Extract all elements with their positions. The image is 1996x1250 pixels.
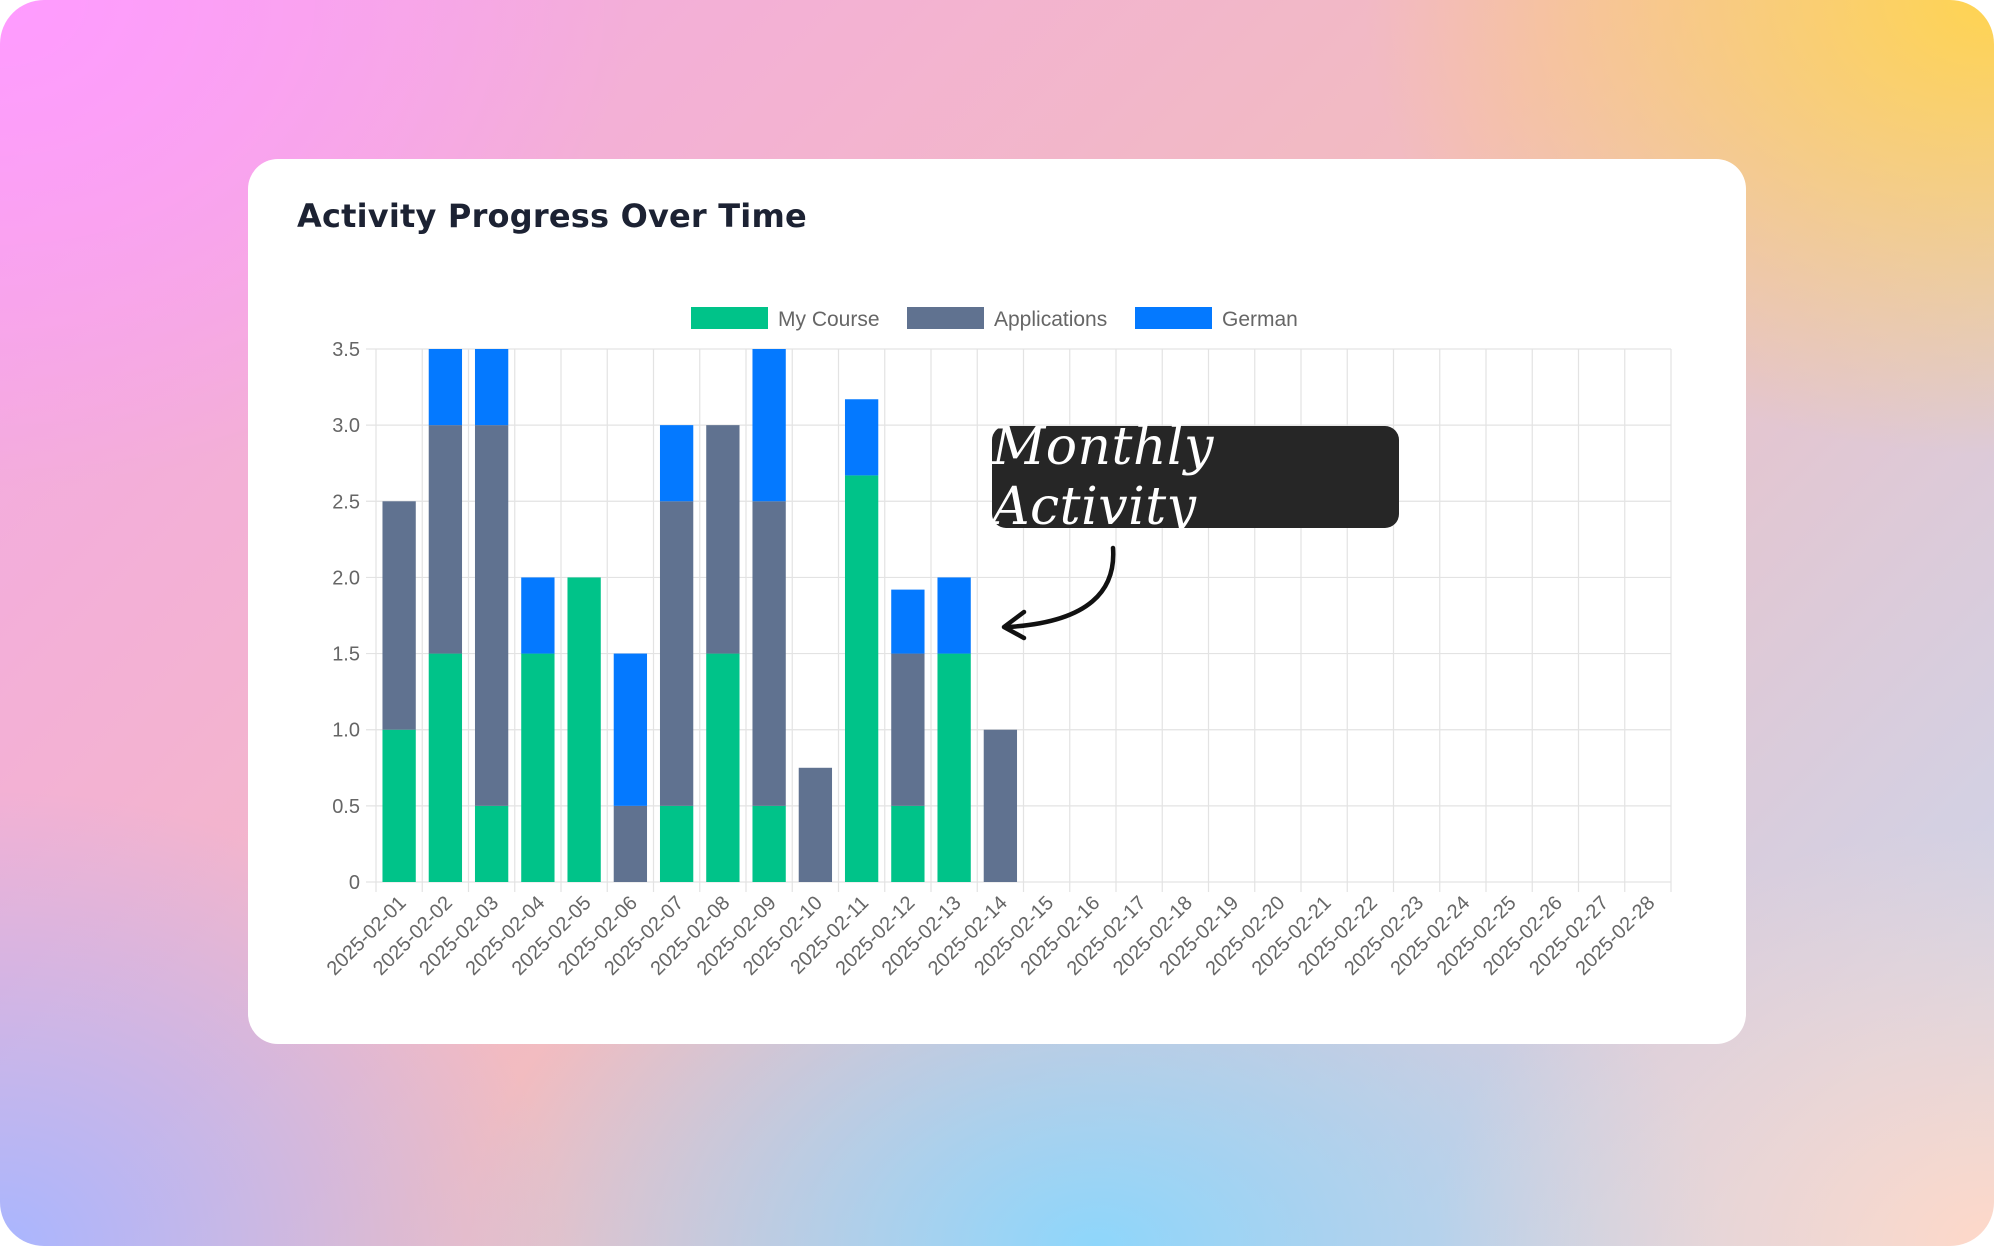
bar-segment xyxy=(428,425,463,654)
bar-segment xyxy=(844,399,879,476)
bar-segment xyxy=(937,577,971,654)
legend-swatch xyxy=(1135,307,1212,329)
card-title: Activity Progress Over Time xyxy=(297,197,807,235)
y-tick-label: 3.0 xyxy=(332,415,360,437)
bar-segment xyxy=(891,805,925,882)
bar-segment xyxy=(659,425,694,502)
y-tick-label: 1.5 xyxy=(332,644,360,666)
legend-swatch xyxy=(691,307,768,329)
bar-segment xyxy=(521,653,555,882)
bar-segment xyxy=(428,349,463,426)
bar-segment xyxy=(382,501,416,730)
bar-segment xyxy=(613,805,648,882)
bar-segment xyxy=(659,501,694,806)
y-tick-label: 2.5 xyxy=(332,491,360,513)
bar-segment xyxy=(474,805,509,882)
bar-segment xyxy=(891,589,925,654)
bar-segment xyxy=(752,805,786,882)
legend-swatch xyxy=(907,307,984,329)
bar-segment xyxy=(937,653,971,882)
bar-segment xyxy=(521,577,555,654)
bar-segment xyxy=(983,729,1018,882)
y-tick-label: 3.5 xyxy=(332,339,360,361)
bar-segment xyxy=(891,653,925,806)
chart-card: Activity Progress Over Time 0 0.5 1.0 1.5 2.… xyxy=(248,159,1746,1044)
bar-segment xyxy=(706,653,740,882)
bar-segment xyxy=(474,349,509,426)
bar-segment xyxy=(567,577,601,882)
bar-segment xyxy=(428,653,463,882)
chart-legend[interactable]: My Course Applications German xyxy=(691,307,1298,331)
bar-segment xyxy=(382,729,416,882)
stacked-bar-chart: 00.51.01.52.02.53.03.52025-02-012025-02-… xyxy=(323,307,1672,980)
y-tick-label: 0.5 xyxy=(332,796,360,818)
bar-segment xyxy=(659,805,694,882)
bar-segment xyxy=(474,425,509,806)
legend-label: Applications xyxy=(994,308,1107,331)
annotation-text: Monthly Activity xyxy=(992,417,1214,537)
bar-segment xyxy=(752,501,786,806)
chart-bars xyxy=(382,349,1018,882)
annotation-callout: Monthly Activity xyxy=(992,417,1399,537)
y-tick-label: 2.0 xyxy=(332,567,360,589)
legend-label: German xyxy=(1222,308,1298,331)
bar-segment xyxy=(752,349,786,502)
bar-segment xyxy=(844,475,879,882)
y-tick-label: 0 xyxy=(349,872,360,894)
legend-item-applications[interactable]: Applications xyxy=(907,307,1107,331)
bar-segment xyxy=(613,653,648,806)
bar-segment xyxy=(706,425,740,654)
legend-label: My Course xyxy=(778,308,880,331)
y-tick-label: 1.0 xyxy=(332,720,360,742)
legend-item-my-course[interactable]: My Course xyxy=(691,307,880,331)
legend-item-german[interactable]: German xyxy=(1135,307,1298,331)
bar-segment xyxy=(798,767,833,882)
